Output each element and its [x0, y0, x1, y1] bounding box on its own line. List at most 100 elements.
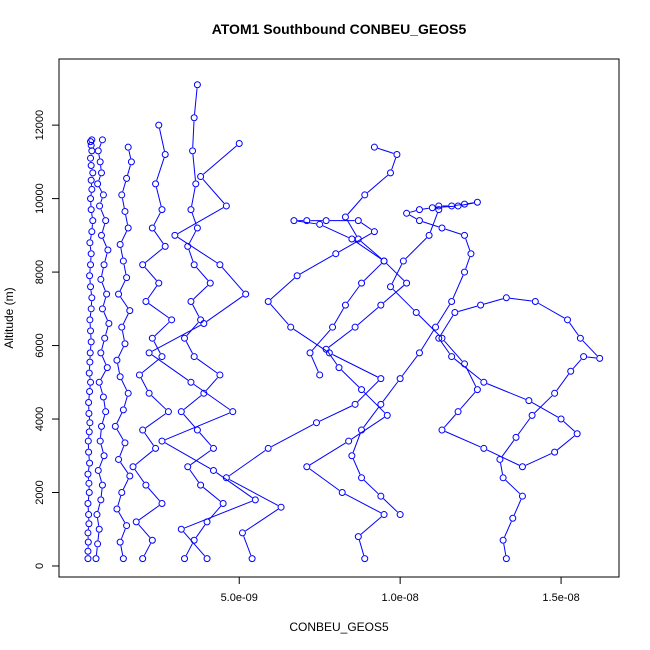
series-segment: [134, 469, 145, 483]
data-point: [118, 323, 126, 331]
data-point: [142, 481, 150, 489]
series-segment: [121, 198, 125, 209]
data-point: [277, 503, 285, 511]
data-point: [341, 301, 349, 309]
series-segment: [177, 236, 218, 264]
series-segment: [382, 381, 399, 402]
data-point: [127, 158, 135, 166]
series-segment: [116, 429, 124, 441]
data-point: [287, 323, 295, 331]
series-segment: [101, 268, 104, 277]
series-segment: [195, 524, 206, 538]
series-segment: [147, 285, 158, 299]
series-segment: [100, 444, 104, 453]
data-point: [480, 444, 488, 452]
series-segment: [229, 450, 266, 477]
data-point: [139, 426, 147, 434]
series-segment: [517, 417, 531, 435]
data-point: [116, 373, 124, 381]
data-point: [580, 353, 588, 361]
data-point: [97, 349, 105, 357]
series-segment: [151, 354, 189, 381]
data-point: [126, 307, 134, 315]
series-segment: [270, 277, 295, 300]
series-segment: [99, 385, 103, 394]
data-point: [98, 481, 106, 489]
series-segment: [243, 536, 252, 556]
y-axis: 0 2000 4000 6000 8000 10000 12000: [34, 110, 60, 569]
data-point: [97, 275, 105, 283]
data-point: [99, 191, 107, 199]
series-segment: [156, 157, 165, 181]
data-point: [396, 511, 404, 519]
series-segment: [531, 402, 559, 418]
data-point: [121, 340, 129, 348]
series-segment: [557, 435, 575, 451]
series-segment: [503, 543, 507, 556]
series-segment: [138, 524, 151, 538]
series-segment: [120, 247, 124, 258]
data-point: [403, 209, 411, 217]
data-point: [354, 533, 362, 541]
series-segment: [556, 373, 570, 391]
data-point: [161, 151, 169, 159]
data-point: [123, 274, 131, 282]
series-segment: [118, 511, 126, 523]
series-segment: [99, 458, 104, 468]
series-segment: [95, 547, 98, 556]
data-point: [197, 481, 205, 489]
series-segment: [525, 453, 552, 466]
data-point: [87, 162, 95, 170]
data-point: [293, 272, 301, 280]
data-point: [113, 356, 121, 364]
data-point: [135, 371, 143, 379]
data-point: [448, 297, 456, 305]
data-point: [338, 489, 346, 497]
series-segment: [363, 406, 380, 428]
data-point: [576, 334, 584, 342]
series-segment: [221, 267, 244, 292]
data-point: [86, 419, 94, 427]
series-segment: [190, 450, 211, 466]
series-segment: [345, 493, 382, 514]
data-point: [209, 466, 217, 474]
series-segment: [159, 128, 165, 152]
data-point: [222, 202, 230, 210]
data-point: [358, 279, 366, 287]
data-point: [88, 228, 96, 236]
data-point: [415, 349, 423, 357]
data-point: [115, 455, 123, 463]
series-segment: [440, 340, 450, 354]
data-point: [121, 439, 129, 447]
series-segment: [189, 469, 199, 483]
series-segment: [500, 462, 504, 475]
data-point: [168, 316, 176, 324]
data-point: [116, 538, 124, 546]
data-point: [189, 147, 197, 155]
data-point: [197, 173, 205, 181]
data-point: [124, 143, 132, 151]
data-point: [142, 297, 150, 305]
data-point: [96, 158, 104, 166]
series-segment: [97, 518, 100, 526]
data-point: [102, 217, 110, 225]
series-segment: [358, 539, 365, 556]
series-segment: [293, 328, 327, 352]
data-point: [229, 408, 237, 416]
series-segment: [192, 121, 195, 148]
series-segment: [103, 311, 108, 321]
data-point: [84, 500, 92, 508]
data-point: [345, 437, 353, 445]
data-point: [454, 202, 462, 210]
x-tick-label: 5.0e-09: [221, 592, 258, 604]
data-point: [100, 261, 108, 269]
series-segment: [538, 302, 565, 319]
data-point: [358, 426, 366, 434]
data-point: [518, 463, 526, 471]
series-segment: [203, 145, 237, 175]
series-segment: [319, 405, 353, 422]
data-point: [206, 279, 214, 287]
series-segment: [193, 383, 231, 411]
